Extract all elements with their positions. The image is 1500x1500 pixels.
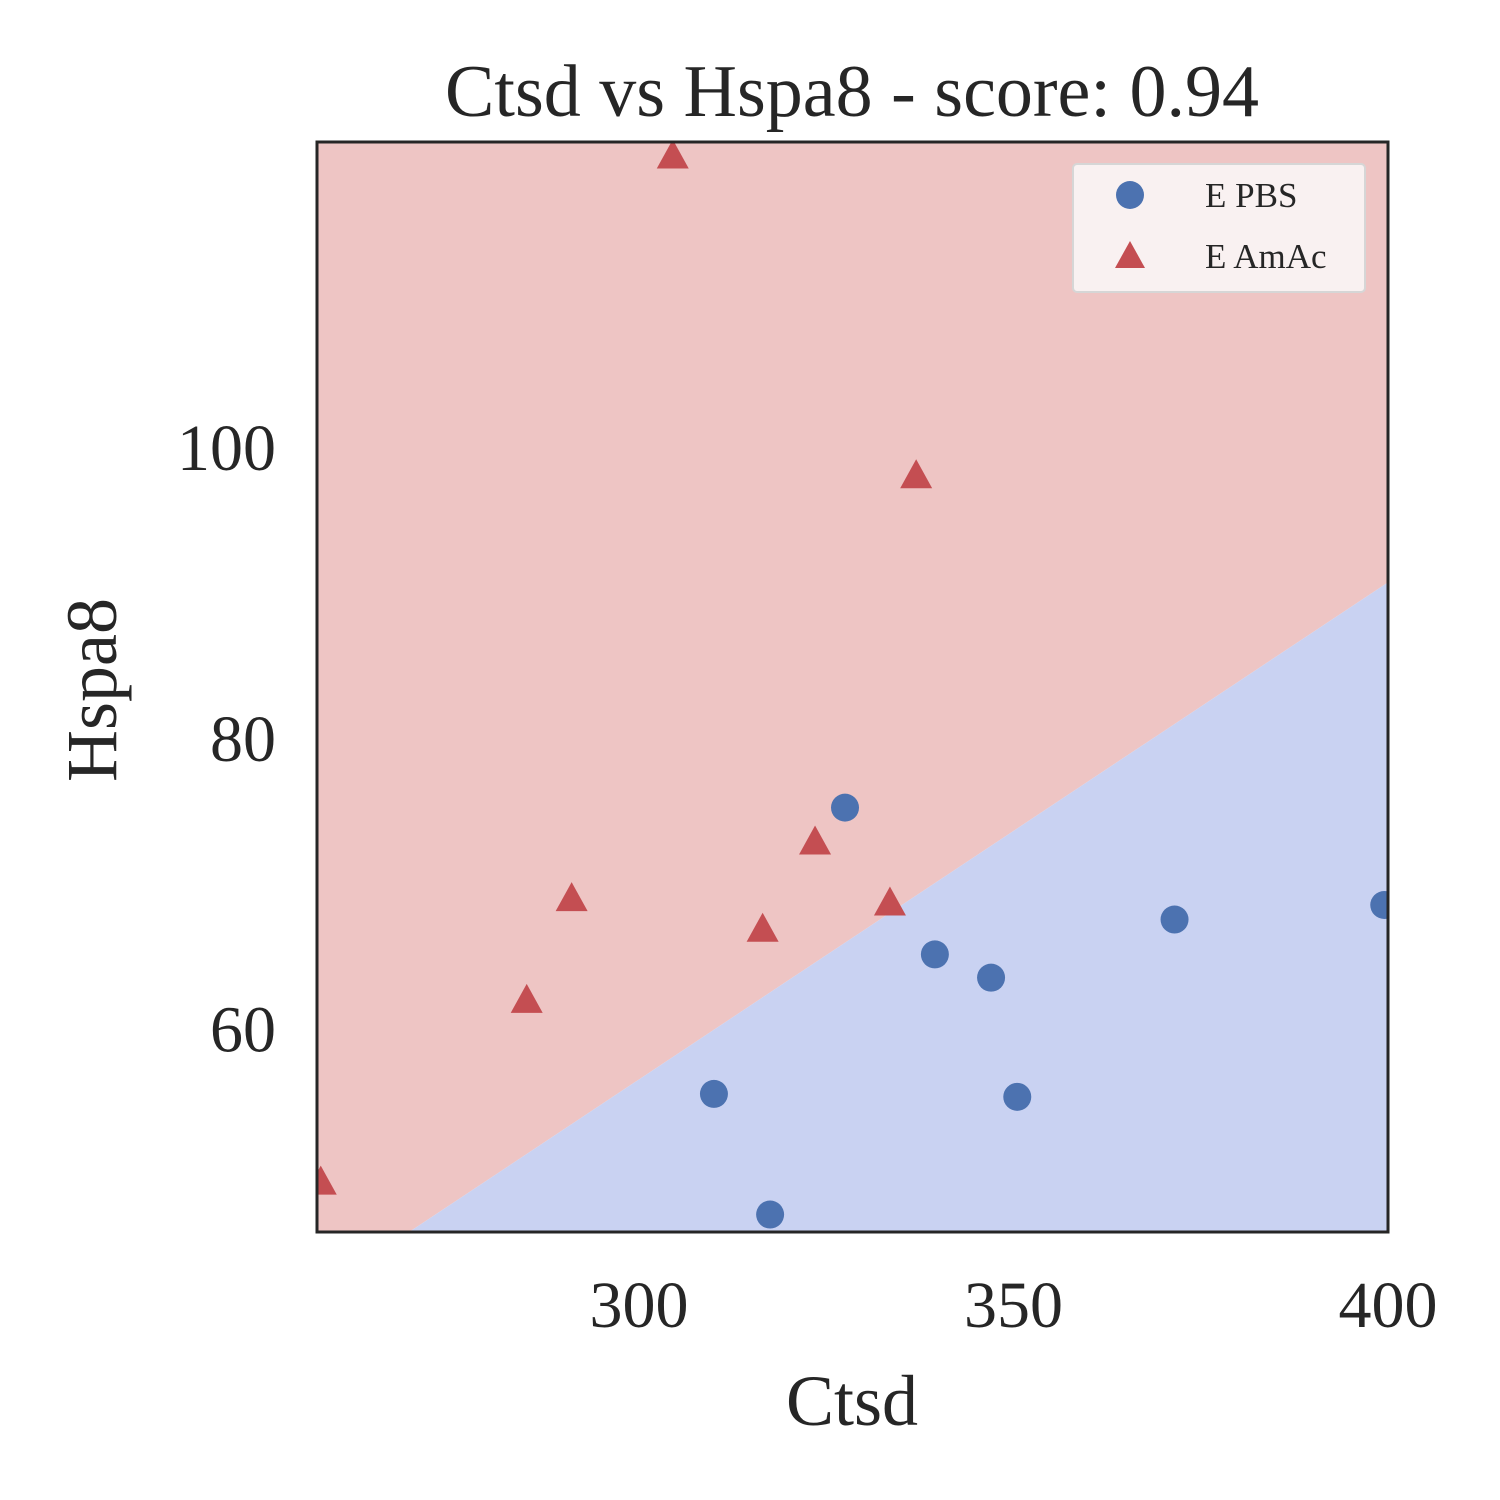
chart-title: Ctsd vs Hspa8 - score: 0.94 bbox=[445, 51, 1259, 133]
plot-frame bbox=[315, 140, 1390, 1234]
region-e-amac bbox=[317, 142, 1388, 1232]
point-e-amac bbox=[873, 886, 906, 916]
point-e-amac bbox=[900, 459, 933, 489]
x-axis-label: Ctsd bbox=[786, 1361, 918, 1441]
legend-label-e-pbs: E PBS bbox=[1205, 176, 1297, 215]
point-e-pbs bbox=[1003, 1082, 1032, 1111]
y-tick-label: 60 bbox=[210, 994, 276, 1067]
x-tick-label: 400 bbox=[1339, 1269, 1438, 1342]
point-e-pbs bbox=[1160, 905, 1189, 934]
point-e-pbs bbox=[977, 963, 1006, 992]
point-e-pbs bbox=[699, 1079, 728, 1108]
point-e-pbs bbox=[920, 940, 949, 969]
point-e-amac bbox=[510, 983, 543, 1013]
legend-marker-e-pbs bbox=[1116, 181, 1144, 209]
point-e-amac bbox=[555, 882, 588, 912]
y-tick-label: 100 bbox=[177, 412, 276, 485]
point-e-pbs bbox=[831, 793, 860, 822]
x-tick-label: 350 bbox=[964, 1269, 1063, 1342]
legend-box bbox=[1072, 163, 1366, 293]
point-e-pbs bbox=[756, 1200, 785, 1229]
legend-label-e-amac: E AmAc bbox=[1205, 237, 1327, 276]
x-tick-label: 300 bbox=[590, 1269, 689, 1342]
point-e-pbs bbox=[1370, 891, 1388, 919]
point-e-amac bbox=[656, 142, 689, 169]
point-e-amac bbox=[746, 912, 779, 942]
point-e-amac bbox=[317, 1165, 337, 1195]
legend-marker-e-amac bbox=[1115, 241, 1145, 268]
y-tick-label: 80 bbox=[210, 703, 276, 776]
point-e-amac bbox=[799, 825, 832, 855]
legend: E PBS E AmAc bbox=[1072, 163, 1366, 293]
y-axis-label: Hspa8 bbox=[52, 598, 132, 782]
